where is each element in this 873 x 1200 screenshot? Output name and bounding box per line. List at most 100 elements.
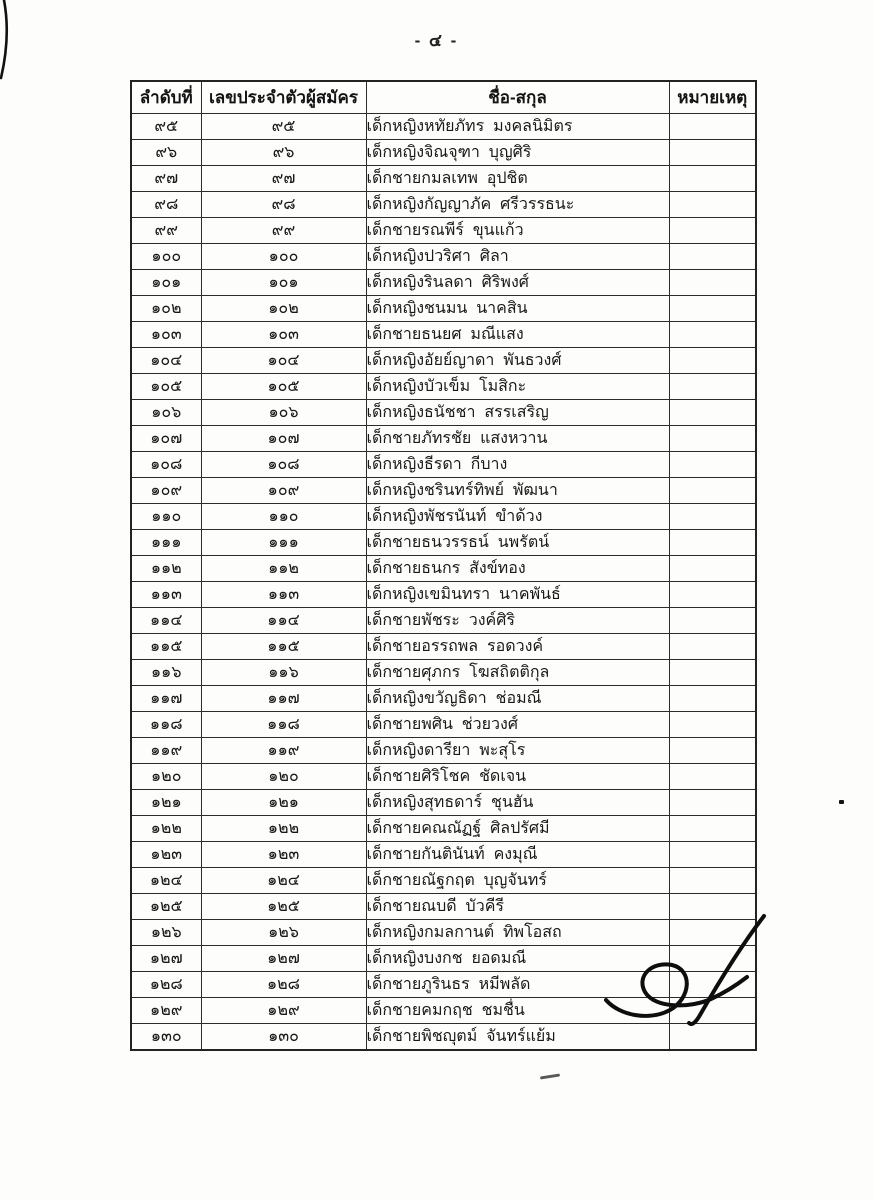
order-number-cell: ๑๓๐ bbox=[130, 1023, 202, 1051]
table-row: ๑๑๘ ๑๑๘ เด็กชายพศิน ช่วยวงศ์ bbox=[130, 711, 757, 738]
applicant-id-cell: ๑๐๗ bbox=[200, 425, 367, 452]
page-number: - ๔ - bbox=[414, 31, 459, 50]
full-name-cell: เด็กชายณบดี บัวคีรี bbox=[365, 893, 670, 920]
table-row: ๑๑๙ ๑๑๙ เด็กหญิงดารียา พะสุโร bbox=[130, 737, 757, 764]
full-name-cell: เด็กชายศิริโชค ชัดเจน bbox=[365, 763, 670, 790]
full-name-cell: เด็กชายธนวรรธน์ นพรัตน์ bbox=[365, 529, 670, 556]
remark-cell bbox=[668, 1023, 757, 1051]
remark-cell bbox=[668, 217, 757, 244]
table-row: ๑๐๕ ๑๐๕ เด็กหญิงบัวเข็ม โมสิกะ bbox=[130, 373, 757, 400]
applicant-id-cell: ๙๘ bbox=[200, 191, 367, 218]
order-number-cell: ๑๐๘ bbox=[130, 451, 202, 478]
order-number-cell: ๑๒๐ bbox=[130, 763, 202, 790]
applicant-id-cell: ๑๒๒ bbox=[200, 815, 367, 842]
order-number-cell: ๙๖ bbox=[130, 139, 202, 166]
table-row: ๑๑๔ ๑๑๔ เด็กชายพัชระ วงค์ศิริ bbox=[130, 607, 757, 634]
full-name-cell: เด็กหญิงบัวเข็ม โมสิกะ bbox=[365, 373, 670, 400]
applicant-id-cell: ๑๐๔ bbox=[200, 347, 367, 374]
table-row: ๑๑๕ ๑๑๕ เด็กชายอรรถพล รอดวงค์ bbox=[130, 633, 757, 660]
table-row: ๑๒๑ ๑๒๑ เด็กหญิงสุทธดาร์ ชุนฮัน bbox=[130, 789, 757, 816]
table-row: ๑๑๖ ๑๑๖ เด็กชายศุภกร โฆสถิตติกุล bbox=[130, 659, 757, 686]
table-row: ๑๐๘ ๑๐๘ เด็กหญิงธีรดา กีบาง bbox=[130, 451, 757, 478]
order-number-cell: ๑๒๙ bbox=[130, 997, 202, 1024]
applicant-id-cell: ๑๐๑ bbox=[200, 269, 367, 296]
remark-cell bbox=[668, 321, 757, 348]
order-number-cell: ๑๑๒ bbox=[130, 555, 202, 582]
remark-cell bbox=[668, 841, 757, 868]
applicant-id-cell: ๑๑๔ bbox=[200, 607, 367, 634]
table-row: ๙๙ ๙๙ เด็กชายรณพีร์ ขุนแก้ว bbox=[130, 217, 757, 244]
order-number-cell: ๑๒๘ bbox=[130, 971, 202, 998]
applicant-id-cell: ๑๐๕ bbox=[200, 373, 367, 400]
remark-cell bbox=[668, 477, 757, 504]
order-number-cell: ๑๐๒ bbox=[130, 295, 202, 322]
order-number-cell: ๑๒๒ bbox=[130, 815, 202, 842]
applicant-id-cell: ๑๑๓ bbox=[200, 581, 367, 608]
full-name-cell: เด็กชายคณณัฏฐ์ ศิลปรัศมี bbox=[365, 815, 670, 842]
table-row: ๑๒๗ ๑๒๗ เด็กหญิงบงกช ยอดมณี bbox=[130, 945, 757, 972]
full-name-cell: เด็กหญิงธนัชชา สรรเสริญ bbox=[365, 399, 670, 426]
applicant-id-cell: ๑๑๙ bbox=[200, 737, 367, 764]
full-name-cell: เด็กชายภูรินธร หมีพลัด bbox=[365, 971, 670, 998]
table-row: ๑๒๔ ๑๒๔ เด็กชายณัฐกฤต บุญจันทร์ bbox=[130, 867, 757, 894]
applicant-id-cell: ๙๕ bbox=[200, 113, 367, 140]
applicant-id-cell: ๙๗ bbox=[200, 165, 367, 192]
remark-cell bbox=[668, 659, 757, 686]
order-number-cell: ๑๒๓ bbox=[130, 841, 202, 868]
applicant-id-cell: ๑๒๙ bbox=[200, 997, 367, 1024]
remark-cell bbox=[668, 581, 757, 608]
remark-cell bbox=[668, 191, 757, 218]
table-header-row: ลำดับที่ เลขประจำตัวผู้สมัคร ชื่อ-สกุล ห… bbox=[130, 80, 757, 114]
table-row: ๑๐๗ ๑๐๗ เด็กชายภัทรชัย แสงหวาน bbox=[130, 425, 757, 452]
full-name-cell: เด็กหญิงธีรดา กีบาง bbox=[365, 451, 670, 478]
full-name-cell: เด็กชายกมลเทพ อุปชิต bbox=[365, 165, 670, 192]
applicant-id-cell: ๑๒๔ bbox=[200, 867, 367, 894]
signature-scribble bbox=[604, 914, 766, 1026]
table-row: ๑๑๒ ๑๑๒ เด็กชายธนกร สังข์ทอง bbox=[130, 555, 757, 582]
full-name-cell: เด็กชายพัชระ วงค์ศิริ bbox=[365, 607, 670, 634]
full-name-cell: เด็กหญิงพัชรนันท์ ขำด้วง bbox=[365, 503, 670, 530]
applicant-id-cell: ๑๐๓ bbox=[200, 321, 367, 348]
remark-cell bbox=[668, 529, 757, 556]
applicant-id-cell: ๑๒๕ bbox=[200, 893, 367, 920]
remark-cell bbox=[668, 711, 757, 738]
table-row: ๑๐๖ ๑๐๖ เด็กหญิงธนัชชา สรรเสริญ bbox=[130, 399, 757, 426]
header-order-number: ลำดับที่ bbox=[130, 80, 202, 114]
full-name-cell: เด็กหญิงดารียา พะสุโร bbox=[365, 737, 670, 764]
applicant-id-cell: ๑๐๖ bbox=[200, 399, 367, 426]
remark-cell bbox=[668, 295, 757, 322]
applicant-id-cell: ๑๑๕ bbox=[200, 633, 367, 660]
remark-cell bbox=[668, 685, 757, 712]
full-name-cell: เด็กชายพศิน ช่วยวงศ์ bbox=[365, 711, 670, 738]
remark-cell bbox=[668, 867, 757, 894]
table-row: ๑๑๐ ๑๑๐ เด็กหญิงพัชรนันท์ ขำด้วง bbox=[130, 503, 757, 530]
table-row: ๑๐๑ ๑๐๑ เด็กหญิงรินลดา ศิริพงศ์ bbox=[130, 269, 757, 296]
remark-cell bbox=[668, 165, 757, 192]
remark-cell bbox=[668, 555, 757, 582]
table-row: ๙๕ ๙๕ เด็กหญิงหทัยภัทร มงคลนิมิตร bbox=[130, 113, 757, 140]
applicant-id-cell: ๑๐๒ bbox=[200, 295, 367, 322]
remark-cell bbox=[668, 607, 757, 634]
header-remark: หมายเหตุ bbox=[668, 80, 757, 114]
applicant-id-cell: ๑๐๘ bbox=[200, 451, 367, 478]
table-row: ๑๒๕ ๑๒๕ เด็กชายณบดี บัวคีรี bbox=[130, 893, 757, 920]
table-row: ๑๒๐ ๑๒๐ เด็กชายศิริโชค ชัดเจน bbox=[130, 763, 757, 790]
table-body: ๙๕ ๙๕ เด็กหญิงหทัยภัทร มงคลนิมิตร ๙๖ ๙๖ เด็กห… bbox=[130, 113, 757, 1051]
applicant-id-cell: ๑๑๑ bbox=[200, 529, 367, 556]
applicant-id-cell: ๑๒๐ bbox=[200, 763, 367, 790]
remark-cell bbox=[668, 503, 757, 530]
applicant-id-cell: ๑๑๗ bbox=[200, 685, 367, 712]
order-number-cell: ๑๑๑ bbox=[130, 529, 202, 556]
order-number-cell: ๑๐๖ bbox=[130, 399, 202, 426]
table-row: ๑๐๓ ๑๐๓ เด็กชายธนยศ มณีแสง bbox=[130, 321, 757, 348]
full-name-cell: เด็กหญิงสุทธดาร์ ชุนฮัน bbox=[365, 789, 670, 816]
full-name-cell: เด็กชายกันตินันท์ คงมุณี bbox=[365, 841, 670, 868]
applicant-id-cell: ๙๙ bbox=[200, 217, 367, 244]
table-row: ๑๒๒ ๑๒๒ เด็กชายคณณัฏฐ์ ศิลปรัศมี bbox=[130, 815, 757, 842]
remark-cell bbox=[668, 633, 757, 660]
order-number-cell: ๑๑๖ bbox=[130, 659, 202, 686]
applicant-id-cell: ๑๑๘ bbox=[200, 711, 367, 738]
order-number-cell: ๑๑๓ bbox=[130, 581, 202, 608]
order-number-cell: ๑๐๑ bbox=[130, 269, 202, 296]
full-name-cell: เด็กชายพิชญุตม์ จันทร์แย้ม bbox=[365, 1023, 670, 1051]
